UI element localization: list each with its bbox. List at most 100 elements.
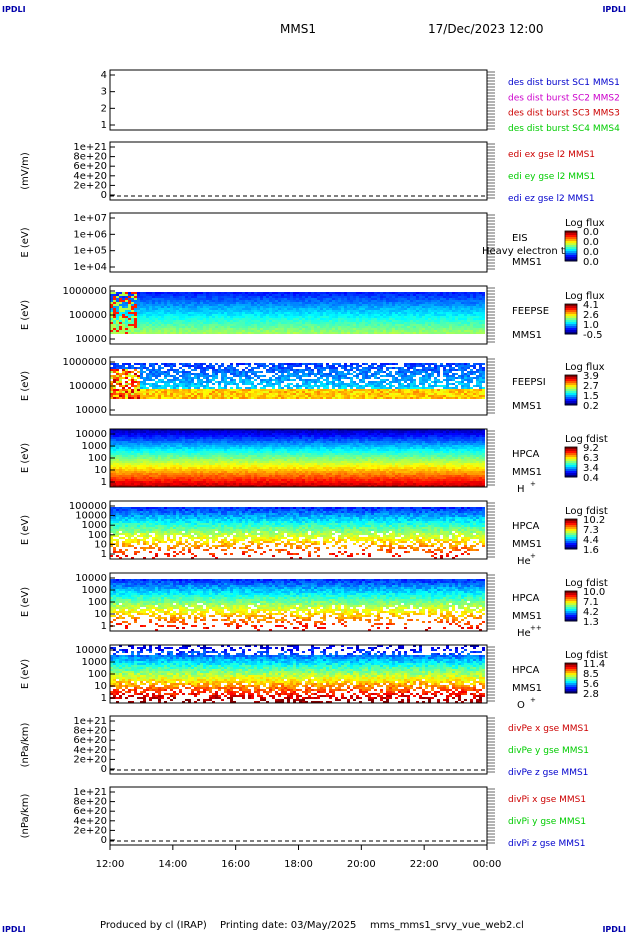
colorbar-tick: 2.8 — [583, 689, 599, 700]
colorbar-tick: 3.9 — [583, 371, 599, 382]
ytick-label: 1000 — [82, 657, 107, 668]
ytick-label: 1e+21 — [73, 142, 107, 153]
ytick-label: 1000 — [82, 585, 107, 596]
ytick-label: 4e+20 — [73, 745, 107, 756]
colorbar-title: Log flux — [565, 218, 605, 229]
legend-entry: des dist burst SC2 MMS2 — [508, 93, 620, 103]
ytick-label: 4 — [101, 70, 107, 81]
colorbar-tick: 0.2 — [583, 401, 599, 412]
ytick-label: 6e+20 — [73, 161, 107, 172]
ytick-label: 1000 — [82, 441, 107, 452]
ytick-label: 1e+04 — [73, 262, 107, 273]
colorbar-tick: 4.2 — [583, 607, 599, 618]
colorbar-tick: 2.6 — [583, 310, 599, 321]
colorbar — [564, 518, 578, 550]
colorbar-tick: 0.0 — [583, 247, 599, 258]
ytick-label: 3 — [101, 87, 107, 98]
panel-frame-9 — [109, 715, 488, 775]
xtick-label: 20:00 — [347, 859, 376, 870]
colorbar-tick: 4.4 — [583, 535, 599, 546]
ytick-label: 2e+20 — [73, 754, 107, 765]
spacecraft-label: MMS1 — [512, 257, 542, 268]
ytick-label: 10000 — [75, 573, 107, 584]
instrument-label: HPCA — [512, 665, 540, 676]
ylabel: E (eV) — [20, 371, 31, 401]
colorbar-tick: 5.6 — [583, 679, 599, 690]
colorbar-title: Log flux — [565, 291, 605, 302]
spectrogram-7 — [110, 579, 485, 631]
spectrogram-8 — [110, 645, 485, 703]
panel-frame-1 — [109, 141, 488, 201]
xtick-label: 16:00 — [221, 859, 250, 870]
colorbar-tick: 1.5 — [583, 391, 599, 402]
species-charge-label: + — [530, 696, 536, 704]
colorbar-tick: 10.0 — [583, 587, 605, 598]
footer-printed: Printing date: 03/May/2025 — [220, 920, 357, 931]
ytick-label: 4e+20 — [73, 816, 107, 827]
legend-entry: divPi x gse MMS1 — [508, 795, 586, 805]
ylabel: E (eV) — [20, 227, 31, 257]
ytick-label: 2 — [101, 103, 107, 114]
colorbar-tick: 10.2 — [583, 515, 605, 526]
ytick-label: 1 — [101, 477, 107, 488]
page-title: MMS1 — [280, 22, 316, 36]
ytick-label: 4e+20 — [73, 171, 107, 182]
spacecraft-label: MMS1 — [512, 401, 542, 412]
colorbar-title: Log flux — [565, 362, 605, 373]
species-label: H — [517, 484, 525, 495]
colorbar — [564, 303, 578, 335]
species-charge-label: ++ — [530, 624, 542, 632]
ytick-label: 10000 — [75, 645, 107, 656]
ytick-label: 0 — [101, 190, 107, 201]
colorbar — [564, 446, 578, 478]
species-charge-label: + — [530, 480, 536, 488]
legend-entry: divPe z gse MMS1 — [508, 768, 588, 778]
spectrogram-4 — [110, 363, 485, 399]
ytick-label: 1 — [101, 120, 107, 131]
colorbar-tick: 0.0 — [583, 257, 599, 268]
colorbar-tick: 6.3 — [583, 453, 599, 464]
panel-frame-2 — [109, 212, 488, 273]
ytick-label: 0 — [101, 764, 107, 775]
colorbar-title: Log fdist — [565, 578, 608, 589]
species-charge-label: + — [530, 552, 536, 560]
species-label: O — [517, 700, 525, 711]
ytick-label: 1e+06 — [73, 229, 107, 240]
ytick-label: 6e+20 — [73, 735, 107, 746]
legend-entry: divPi y gse MMS1 — [508, 817, 586, 827]
ytick-label: 1000 — [82, 520, 107, 531]
ytick-label: 10000 — [75, 334, 107, 345]
ytick-label: 6e+20 — [73, 806, 107, 817]
corner-label-left: IPDLI — [2, 5, 26, 14]
instrument-label: HPCA — [512, 521, 540, 532]
ytick-label: 10 — [94, 539, 107, 550]
legend-entry: edi ez gse l2 MMS1 — [508, 194, 595, 204]
corner-label-bottom-right: IPDLI — [602, 925, 626, 934]
ytick-label: 100000 — [69, 381, 107, 392]
instrument-label: HPCA — [512, 449, 540, 460]
spacecraft-label: MMS1 — [512, 330, 542, 341]
legend-entry: divPe y gse MMS1 — [508, 746, 589, 756]
xtick-label: 22:00 — [410, 859, 439, 870]
corner-label-bottom-left: IPDLI — [2, 925, 26, 934]
spacecraft-label: MMS1 — [512, 539, 542, 550]
ytick-label: 100 — [88, 597, 107, 608]
footer-script: mms_mms1_srvy_vue_web2.cl — [370, 920, 524, 931]
ytick-label: 1000000 — [62, 286, 107, 297]
species-label: He — [517, 628, 531, 639]
ylabel: (nPa/km) — [20, 723, 31, 768]
colorbar — [564, 590, 578, 622]
ytick-label: 100 — [88, 530, 107, 541]
ytick-label: 100000 — [69, 501, 107, 512]
ytick-label: 1e+21 — [73, 716, 107, 727]
xtick-label: 18:00 — [284, 859, 313, 870]
colorbar-tick: -0.5 — [583, 330, 603, 341]
colorbar-title: Log fdist — [565, 434, 608, 445]
legend-entry: divPi z gse MMS1 — [508, 839, 585, 849]
instrument-label: EIS — [512, 233, 528, 244]
ylabel: E (eV) — [20, 515, 31, 545]
ytick-label: 1e+07 — [73, 213, 107, 224]
panel-frame-10 — [109, 786, 488, 846]
colorbar-tick: 4.1 — [583, 300, 599, 311]
ylabel: (mV/m) — [20, 152, 31, 190]
